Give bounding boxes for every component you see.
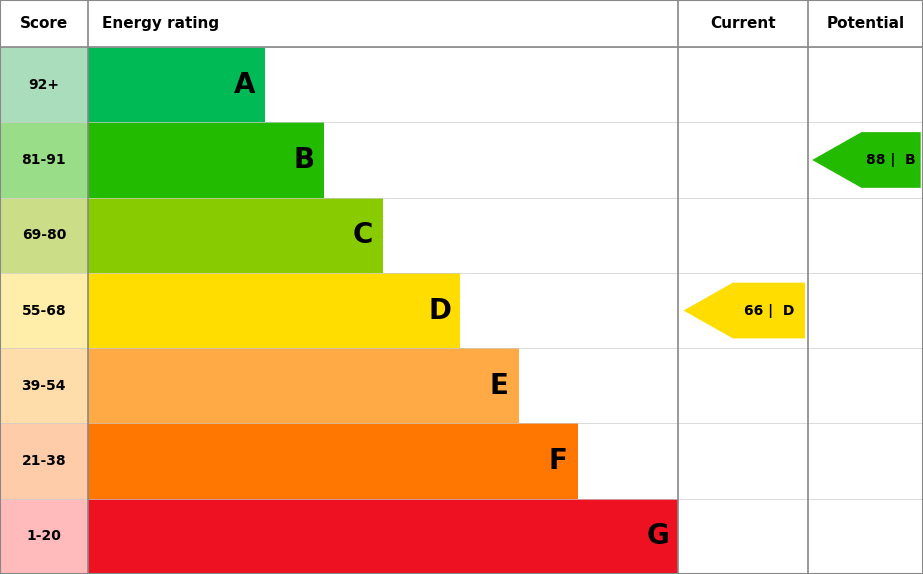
- Bar: [578, 424, 678, 499]
- Text: D: D: [428, 297, 451, 324]
- Bar: [460, 273, 678, 348]
- Bar: [88, 197, 383, 273]
- Bar: [88, 348, 519, 424]
- Bar: [678, 499, 923, 574]
- Text: Current: Current: [710, 16, 776, 31]
- Text: B: B: [294, 146, 314, 174]
- Bar: [265, 47, 678, 122]
- Text: Potential: Potential: [826, 16, 905, 31]
- Bar: [0, 0, 923, 47]
- Polygon shape: [684, 282, 805, 339]
- Text: 55-68: 55-68: [21, 304, 66, 317]
- Bar: [678, 197, 923, 273]
- Bar: [383, 197, 678, 273]
- Text: E: E: [489, 372, 508, 400]
- Bar: [0, 273, 88, 348]
- Text: 92+: 92+: [29, 77, 59, 92]
- Text: 21-38: 21-38: [21, 454, 66, 468]
- Bar: [0, 122, 88, 197]
- Bar: [519, 348, 678, 424]
- Bar: [0, 47, 88, 122]
- Text: 81-91: 81-91: [21, 153, 66, 167]
- Text: 39-54: 39-54: [21, 379, 66, 393]
- Bar: [88, 122, 324, 197]
- Bar: [88, 424, 578, 499]
- Bar: [678, 122, 923, 197]
- Bar: [678, 47, 923, 122]
- Bar: [88, 273, 460, 348]
- Bar: [0, 424, 88, 499]
- Bar: [0, 197, 88, 273]
- Text: A: A: [234, 71, 256, 99]
- Polygon shape: [812, 132, 920, 188]
- Text: G: G: [647, 522, 669, 550]
- Bar: [678, 424, 923, 499]
- Text: Score: Score: [19, 16, 68, 31]
- Text: 88 |  B: 88 | B: [866, 153, 916, 167]
- Bar: [88, 47, 265, 122]
- Bar: [678, 348, 923, 424]
- Bar: [0, 348, 88, 424]
- Bar: [324, 122, 678, 197]
- Text: 69-80: 69-80: [21, 228, 66, 242]
- Text: 1-20: 1-20: [27, 529, 61, 544]
- Bar: [88, 499, 678, 574]
- Text: Energy rating: Energy rating: [102, 16, 219, 31]
- Bar: [0, 499, 88, 574]
- Bar: [678, 273, 923, 348]
- Text: C: C: [353, 221, 373, 249]
- Text: F: F: [548, 447, 567, 475]
- Text: 66 |  D: 66 | D: [744, 304, 794, 317]
